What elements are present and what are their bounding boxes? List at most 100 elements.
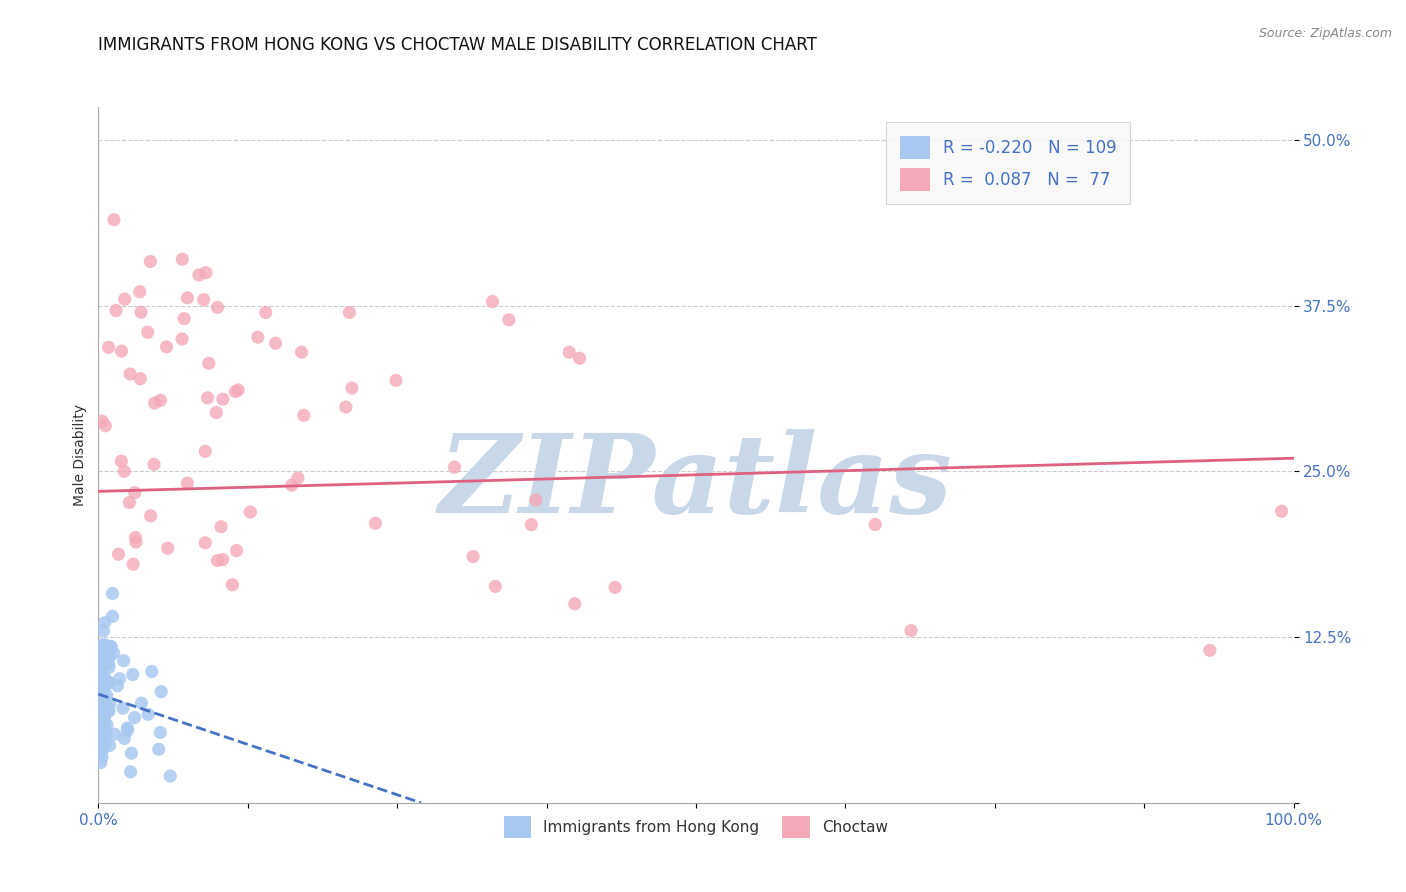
Point: [90, 723, 112, 738]
Point: [89, 706, 111, 720]
Point: [100, 640, 122, 654]
Point: [564, 597, 586, 611]
Point: [93, 624, 115, 638]
Point: [143, 396, 166, 410]
Text: Source: ZipAtlas.com: Source: ZipAtlas.com: [1258, 27, 1392, 40]
Point: [87, 725, 110, 739]
Point: [205, 405, 228, 419]
Point: [87, 733, 110, 747]
Point: [94, 418, 117, 433]
Point: [89, 691, 111, 706]
Point: [91, 711, 114, 725]
Point: [481, 294, 503, 309]
Point: [94, 728, 117, 742]
Point: [91, 673, 114, 687]
Point: [124, 710, 146, 724]
Point: [94, 737, 117, 751]
Point: [90, 640, 112, 655]
Point: [224, 384, 246, 399]
Point: [211, 552, 233, 566]
Point: [91, 679, 114, 693]
Point: [112, 654, 135, 668]
Point: [197, 391, 219, 405]
Point: [87, 684, 110, 698]
Point: [125, 535, 148, 549]
Point: [93, 642, 115, 657]
Point: [94, 723, 117, 737]
Point: [149, 725, 172, 739]
Point: [111, 701, 134, 715]
Point: [1271, 504, 1294, 518]
Point: [207, 301, 229, 315]
Point: [96, 688, 118, 702]
Point: [94, 701, 117, 715]
Point: [87, 734, 110, 748]
Point: [340, 381, 363, 395]
Point: [172, 332, 194, 346]
Point: [89, 668, 111, 682]
Point: [93, 723, 115, 737]
Point: [93, 691, 115, 706]
Point: [90, 647, 112, 661]
Point: [225, 543, 247, 558]
Point: [90, 743, 112, 757]
Point: [101, 609, 124, 624]
Point: [131, 696, 153, 710]
Point: [91, 714, 114, 729]
Point: [484, 579, 506, 593]
Point: [461, 549, 484, 564]
Point: [90, 690, 112, 704]
Point: [209, 519, 232, 533]
Point: [112, 464, 135, 478]
Point: [87, 715, 110, 730]
Point: [89, 643, 111, 657]
Point: [120, 746, 142, 760]
Point: [254, 305, 277, 319]
Point: [865, 517, 887, 532]
Point: [91, 673, 114, 687]
Point: [128, 285, 150, 299]
Text: ZIPatlas: ZIPatlas: [439, 429, 953, 536]
Point: [90, 756, 112, 770]
Point: [150, 684, 173, 698]
Point: [93, 723, 115, 738]
Point: [900, 624, 922, 638]
Point: [98, 739, 121, 753]
Point: [280, 478, 302, 492]
Point: [89, 640, 111, 655]
Point: [385, 373, 408, 387]
Point: [107, 679, 129, 693]
Point: [212, 392, 235, 407]
Point: [124, 531, 146, 545]
Point: [112, 731, 135, 746]
Point: [90, 714, 112, 728]
Point: [87, 696, 110, 710]
Point: [524, 492, 547, 507]
Point: [90, 699, 112, 714]
Point: [90, 714, 112, 728]
Point: [96, 645, 118, 659]
Point: [110, 344, 132, 359]
Point: [194, 536, 217, 550]
Point: [129, 305, 152, 319]
Point: [129, 372, 152, 386]
Point: [139, 254, 162, 268]
Point: [90, 728, 112, 742]
Point: [287, 471, 309, 485]
Point: [568, 351, 591, 366]
Point: [94, 671, 117, 685]
Point: [101, 586, 124, 600]
Point: [93, 615, 115, 630]
Point: [558, 345, 581, 359]
Point: [120, 367, 142, 381]
Point: [87, 659, 110, 673]
Point: [97, 340, 120, 354]
Point: [91, 729, 114, 743]
Point: [292, 409, 315, 423]
Point: [91, 671, 114, 685]
Point: [159, 769, 181, 783]
Point: [193, 293, 215, 307]
Point: [117, 721, 139, 735]
Point: [91, 698, 114, 712]
Point: [89, 723, 111, 738]
